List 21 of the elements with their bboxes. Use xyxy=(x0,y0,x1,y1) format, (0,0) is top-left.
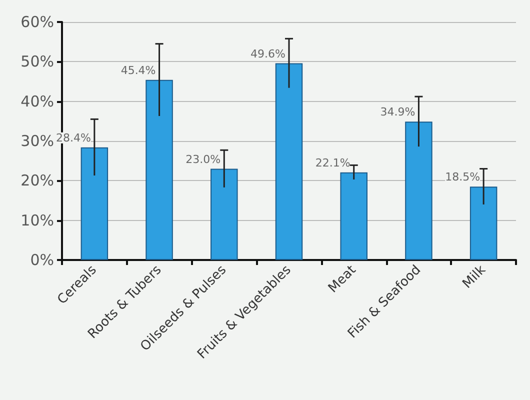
data-label: 49.6% xyxy=(250,47,286,60)
y-tick-label: 60% xyxy=(20,13,54,31)
data-label: 18.5% xyxy=(445,170,480,184)
y-tick-label: 30% xyxy=(20,132,54,150)
bar xyxy=(80,147,108,260)
y-tick-label: 20% xyxy=(20,172,54,190)
bar xyxy=(470,186,498,260)
bar xyxy=(405,122,432,260)
data-label: 23.0% xyxy=(186,152,221,166)
data-label: 45.4% xyxy=(120,64,156,77)
bar xyxy=(340,172,368,260)
data-label: 28.4% xyxy=(56,131,91,144)
y-tick-label: 50% xyxy=(20,52,54,71)
data-label: 34.9% xyxy=(380,106,416,119)
y-tick-label: 0% xyxy=(30,251,54,269)
data-label: 22.1% xyxy=(315,156,350,170)
bar xyxy=(146,80,173,260)
bar xyxy=(275,63,303,260)
y-tick-label: 10% xyxy=(20,211,54,230)
y-tick-label: 40% xyxy=(20,92,54,110)
bar xyxy=(210,168,238,260)
